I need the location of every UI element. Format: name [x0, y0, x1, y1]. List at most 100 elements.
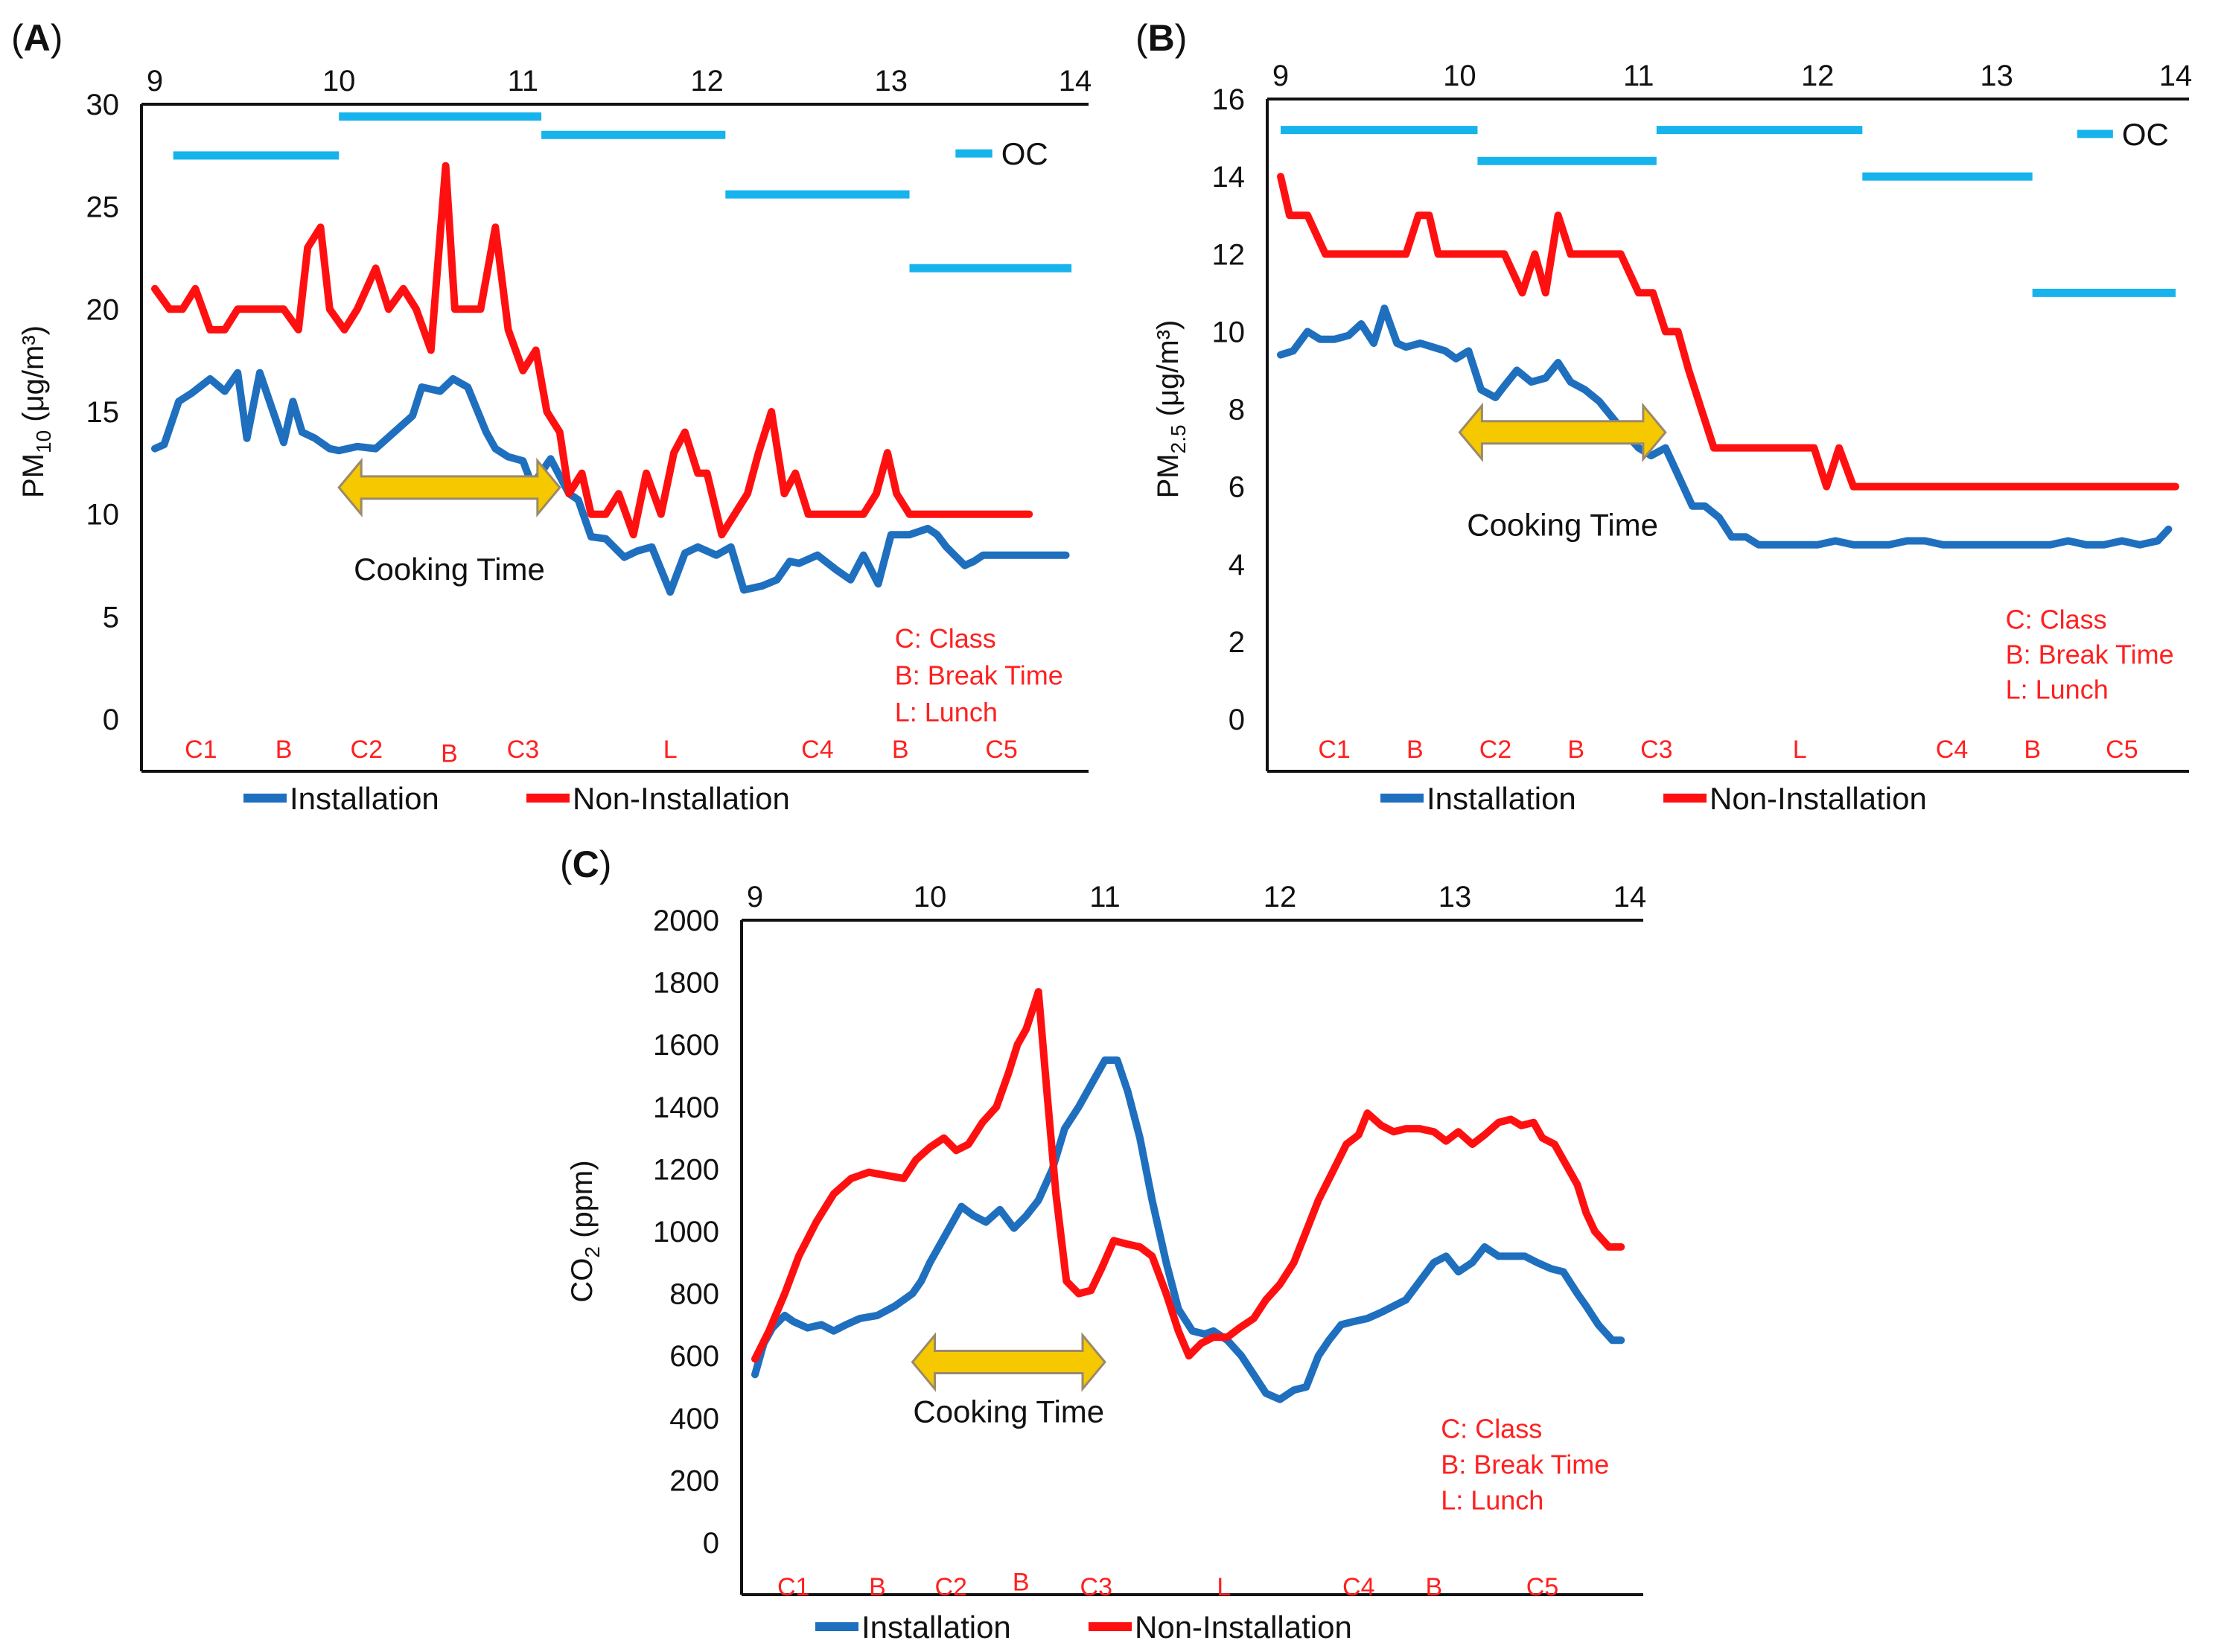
cooking-time-arrow	[1458, 402, 1667, 462]
period-label: B	[1013, 1569, 1030, 1597]
legend-non-installation-label: Non-Installation	[1135, 1610, 1352, 1645]
y-axis-label-main: PM	[1152, 453, 1185, 498]
y-axis-label: PM10 (μg/m³)	[17, 325, 55, 498]
top-tick-label: 12	[1264, 881, 1297, 913]
y-tick-label: 0	[103, 704, 119, 736]
period-label: C2	[1479, 736, 1511, 764]
non-installation-line	[151, 162, 1033, 539]
y-tick-label: 30	[86, 89, 120, 121]
top-tick-label: 12	[690, 65, 724, 98]
cooking-time-label: Cooking Time	[913, 1394, 1104, 1429]
period-label: C4	[801, 736, 833, 764]
top-tick-label: 14	[1613, 881, 1647, 913]
panel-letter: B	[1148, 17, 1175, 59]
non-installation-line	[1277, 173, 2179, 491]
panel-label: (A)	[11, 17, 63, 59]
y-axis-label-subscript: 2.5	[1167, 424, 1190, 453]
y-axis-label-subscript: 2	[581, 1246, 604, 1258]
period-label: B	[892, 736, 909, 764]
period-label: C3	[507, 736, 539, 764]
period-label: C5	[2106, 736, 2138, 764]
legend-note: L: Lunch	[1441, 1484, 1543, 1515]
y-tick-label: 4	[1229, 549, 1245, 581]
y-tick-label: 1000	[653, 1216, 719, 1248]
legend-note: L: Lunch	[2006, 674, 2109, 704]
y-tick-label: 1800	[653, 967, 719, 1000]
cooking-time-label: Cooking Time	[354, 552, 545, 587]
period-label: B	[275, 736, 293, 764]
y-tick-label: 1400	[653, 1091, 719, 1124]
top-tick-label: 9	[747, 881, 763, 913]
y-tick-label: 200	[669, 1464, 719, 1497]
y-tick-label: 0	[1229, 704, 1245, 736]
y-axis-label-unit: (μg/m³)	[1152, 320, 1185, 425]
legend-note: B: Break Time	[895, 660, 1063, 690]
y-tick-label: 0	[703, 1527, 719, 1560]
top-tick-label: 11	[1089, 881, 1121, 913]
period-label: B	[869, 1573, 886, 1601]
y-tick-label: 10	[86, 499, 120, 532]
top-tick-label: 9	[1272, 60, 1289, 92]
legend-installation-label: Installation	[1427, 781, 1576, 816]
y-axis-label-main: CO	[566, 1258, 599, 1303]
panel-c: (C) 0 200 400 600 800 1000 1200 1400 1600 1800 2000…	[560, 843, 1646, 1645]
top-tick-label: 11	[1623, 60, 1654, 92]
y-axis-label-main: PM	[17, 453, 50, 498]
period-label: C2	[934, 1573, 966, 1601]
period-label: L	[663, 736, 678, 764]
legend-note: B: Break Time	[2006, 639, 2174, 669]
period-label: C3	[1640, 736, 1672, 764]
top-tick-label: 13	[875, 65, 908, 98]
y-axis-label-subscript: 10	[32, 430, 55, 453]
period-label: C1	[777, 1573, 809, 1601]
period-label: C4	[1936, 736, 1968, 764]
y-tick-label: 400	[669, 1403, 719, 1435]
period-label: B	[1425, 1573, 1442, 1601]
period-label: C2	[351, 736, 383, 764]
y-tick-label: 6	[1229, 471, 1245, 504]
period-label: C4	[1342, 1573, 1374, 1601]
panel-letter: A	[24, 17, 51, 59]
top-tick-label: 13	[1438, 881, 1472, 913]
period-label: C1	[1318, 736, 1350, 764]
legend-note: C: Class	[895, 623, 996, 654]
panel-label: (B)	[1135, 17, 1187, 59]
legend-note: C: Class	[1441, 1413, 1542, 1444]
legend-note: B: Break Time	[1441, 1449, 1609, 1479]
period-label: B	[2024, 736, 2041, 764]
y-tick-label: 1200	[653, 1153, 719, 1186]
y-axis-label: CO2 (ppm)	[566, 1160, 604, 1302]
y-tick-label: 20	[86, 293, 120, 326]
legend-non-installation-label: Non-Installation	[1710, 781, 1927, 816]
y-tick-label: 5	[103, 601, 119, 634]
period-label: L	[1217, 1573, 1231, 1601]
top-tick-label: 14	[2159, 60, 2193, 92]
top-tick-label: 10	[914, 881, 947, 913]
non-installation-line	[751, 988, 1625, 1363]
period-label: C5	[985, 736, 1017, 764]
period-label: B	[1567, 736, 1584, 764]
y-axis-label-unit: (μg/m³)	[17, 325, 50, 430]
oc-legend-label: OC	[2122, 117, 2169, 152]
oc-legend-label: OC	[1001, 136, 1048, 171]
y-tick-label: 1600	[653, 1029, 719, 1062]
y-axis-label-unit: (ppm)	[566, 1160, 599, 1246]
cooking-time-arrow	[911, 1332, 1106, 1392]
period-label: B	[1406, 736, 1424, 764]
panel-letter: C	[573, 843, 599, 885]
legend-note: C: Class	[2006, 605, 2107, 635]
y-tick-label: 14	[1212, 161, 1246, 194]
legend-installation-label: Installation	[861, 1610, 1011, 1645]
y-tick-label: 12	[1212, 238, 1246, 271]
period-label: L	[1793, 736, 1807, 764]
cooking-time-label: Cooking Time	[1467, 508, 1658, 543]
legend-installation-label: Installation	[290, 781, 439, 816]
panel-label: (C)	[560, 843, 611, 885]
legend-note: L: Lunch	[895, 697, 998, 727]
period-label: C5	[1526, 1573, 1558, 1601]
y-tick-label: 10	[1212, 316, 1246, 348]
y-tick-label: 25	[86, 191, 120, 224]
installation-line	[1277, 304, 2173, 549]
